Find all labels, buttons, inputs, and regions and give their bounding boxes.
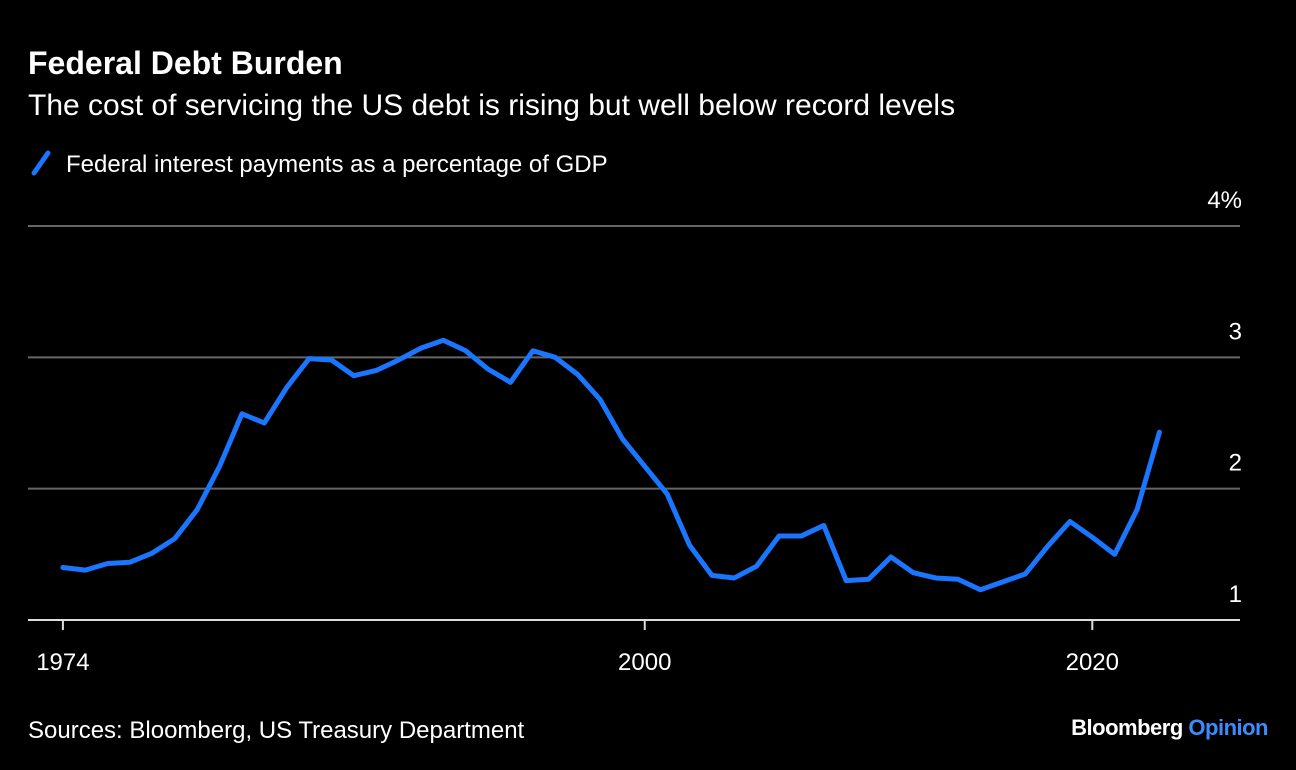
- y-tick-label: 3: [1229, 318, 1242, 345]
- x-tick-label: 2020: [1066, 649, 1119, 676]
- legend-label: Federal interest payments as a percentag…: [66, 151, 608, 178]
- brand-section: Opinion: [1188, 715, 1268, 740]
- x-tick-label: 1974: [36, 649, 89, 676]
- x-tick-label: 2000: [618, 649, 671, 676]
- source-note: Sources: Bloomberg, US Treasury Departme…: [28, 717, 525, 744]
- y-tick-label: 2: [1229, 450, 1242, 477]
- brand-name: Bloomberg: [1071, 715, 1183, 740]
- data-line: [60, 337, 1162, 593]
- chart-subtitle: The cost of servicing the US debt is ris…: [28, 89, 955, 122]
- branding: Bloomberg Opinion: [1071, 715, 1268, 740]
- chart-title: Federal Debt Burden: [28, 45, 343, 81]
- y-tick-label: 4%: [1207, 187, 1242, 214]
- legend-swatch: [31, 150, 51, 176]
- y-tick-label: 1: [1229, 581, 1242, 608]
